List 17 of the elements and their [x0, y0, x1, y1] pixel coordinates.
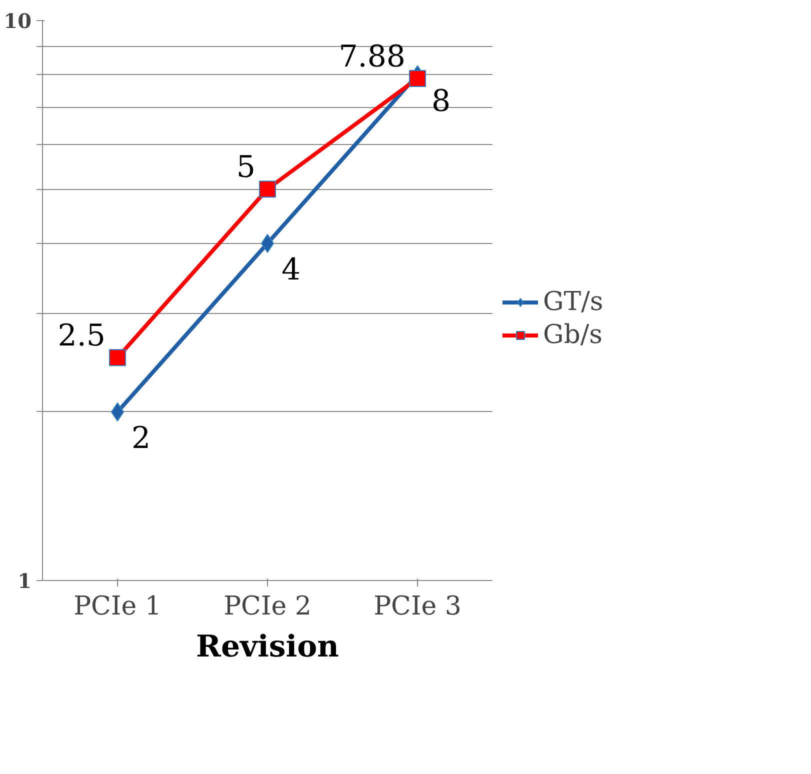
legend-label: GT/s [543, 287, 604, 317]
data-label: 8 [432, 84, 451, 119]
data-label: 4 [282, 252, 301, 288]
x-axis-title: Revision [196, 630, 340, 664]
x-tick-label: PCIe 2 [224, 592, 312, 622]
y-tick-label: 10 [4, 9, 32, 33]
point [409, 70, 426, 87]
x-tick-label: PCIe 3 [374, 592, 462, 622]
data-label: 2 [132, 420, 151, 456]
data-label: 7.88 [338, 39, 406, 74]
point [109, 349, 126, 366]
y-tick-label: 1 [18, 569, 32, 593]
point [259, 180, 276, 198]
legend-label: Gb/s [543, 320, 603, 350]
x-tick-label: PCIe 1 [74, 592, 162, 622]
data-label: 2.5 [58, 318, 106, 354]
data-label: 5 [236, 150, 256, 186]
